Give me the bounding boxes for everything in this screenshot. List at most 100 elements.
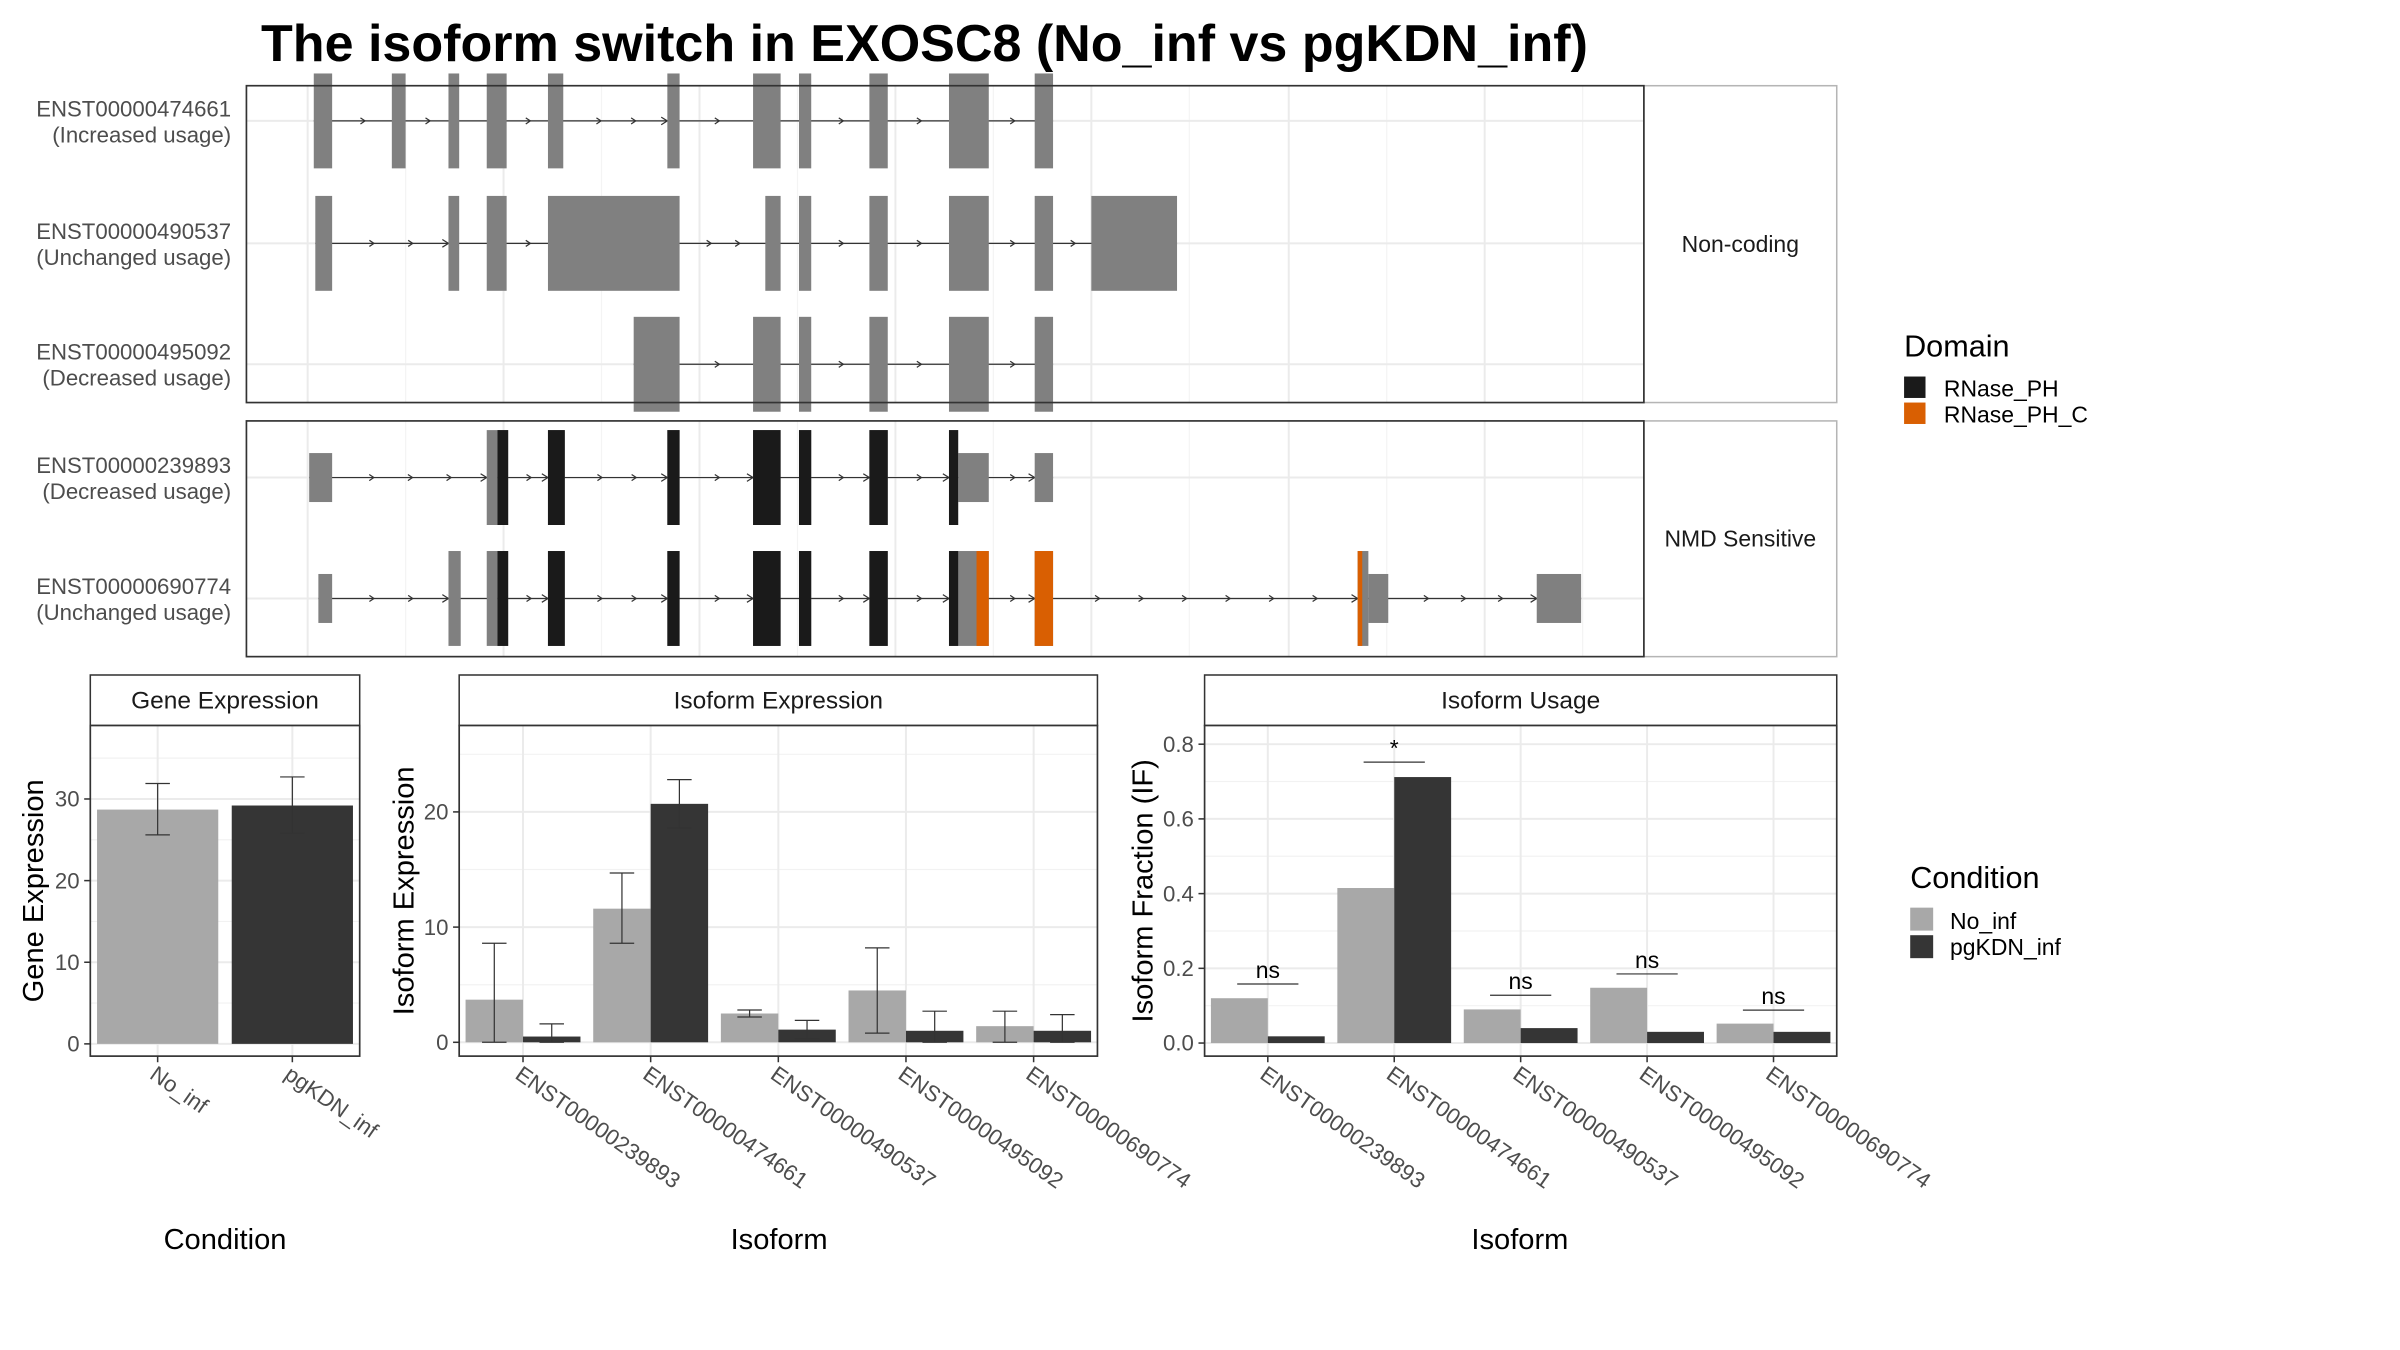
- exon: [486, 551, 498, 646]
- intron-arrow: [369, 594, 376, 603]
- y-tick-label: 30: [55, 787, 80, 812]
- exon: [547, 73, 564, 169]
- exon: [391, 73, 406, 169]
- exon: [798, 316, 812, 412]
- condition-legend-key-pgkdn-inf: [1910, 935, 1934, 959]
- significance-label: ns: [1256, 957, 1280, 983]
- utr-exon: [1034, 453, 1054, 503]
- exon: [313, 73, 333, 169]
- intron-arrow: [525, 239, 532, 247]
- exon: [633, 316, 680, 412]
- exon: [1091, 195, 1178, 291]
- exon: [753, 316, 781, 412]
- bar: [720, 1013, 779, 1043]
- domain-legend-key-rnase-ph: [1904, 376, 1926, 398]
- chart-plot-border: [89, 724, 361, 1057]
- exon: [448, 551, 461, 646]
- intron-arrow: [1138, 594, 1145, 603]
- significance-label: ns: [1509, 968, 1533, 994]
- bar: [650, 803, 709, 1043]
- significance-label: ns: [1761, 983, 1785, 1009]
- intron-arrow: [369, 239, 376, 247]
- x-axis-label: Isoform: [731, 1224, 828, 1256]
- utr-exon: [958, 453, 989, 503]
- intron-arrow: [1070, 239, 1077, 247]
- bar: [1716, 1023, 1774, 1044]
- intron-arrow: [714, 473, 721, 482]
- y-tick-label: 0.2: [1163, 956, 1194, 981]
- domain-legend-label-rnase-ph-c: RNase_PH_C: [1944, 401, 2088, 427]
- x-axis-label: Condition: [164, 1224, 287, 1256]
- x-axis-label: Isoform: [1471, 1224, 1568, 1256]
- exon: [547, 195, 680, 291]
- exon: [798, 73, 812, 169]
- intron-arrow: [596, 117, 603, 125]
- y-tick-label: 0: [67, 1032, 79, 1057]
- intron-arrow: [407, 594, 414, 603]
- intron-arrow: [631, 594, 638, 603]
- transcript-usage-label: (Decreased usage): [42, 479, 231, 504]
- x-tick-label: No_inf: [146, 1061, 214, 1119]
- intron-arrow: [838, 360, 845, 368]
- intron-arrow: [1009, 594, 1016, 603]
- y-axis-label: Isoform Expression: [388, 766, 420, 1015]
- exon: [1034, 195, 1054, 291]
- intron-arrow: [916, 360, 923, 368]
- domain-rnase-ph: [497, 551, 509, 646]
- domain-rnase-ph-c: [1034, 551, 1054, 646]
- transcript-id-label: ENST00000690774: [36, 574, 231, 599]
- transcript-ENST00000690774: ENST00000690774(Unchanged usage): [36, 551, 1582, 646]
- intron-arrow: [526, 594, 533, 603]
- bar: [97, 809, 219, 1044]
- intron-arrow: [1009, 239, 1016, 247]
- utr-exon: [1536, 573, 1582, 623]
- intron-arrow: [1009, 473, 1016, 482]
- bar: [1394, 777, 1452, 1044]
- bar: [231, 805, 353, 1044]
- domain-rnase-ph: [547, 430, 565, 525]
- utr-exon: [1368, 573, 1389, 623]
- intron-arrow: [838, 239, 845, 247]
- y-axis-label: Isoform Fraction (IF): [1128, 759, 1160, 1022]
- exon: [1034, 316, 1054, 412]
- exon: [486, 195, 507, 291]
- transcript-ENST00000490537: ENST00000490537(Unchanged usage): [36, 195, 1178, 291]
- y-tick-label: 0.0: [1163, 1031, 1194, 1056]
- condition-legend-label-no-inf: No_inf: [1950, 908, 2017, 934]
- bar: [1463, 1009, 1521, 1044]
- y-tick-label: 0.6: [1163, 807, 1194, 832]
- figure-title: The isoform switch in EXOSC8 (No_inf vs …: [261, 15, 1588, 73]
- intron-arrow: [838, 117, 845, 125]
- condition-legend-title: Condition: [1910, 861, 2039, 895]
- domain-rnase-ph: [948, 430, 959, 525]
- exon: [869, 195, 888, 291]
- structure-panel-border: [245, 420, 1645, 658]
- chart-strip: [458, 674, 1099, 727]
- intron-arrow: [1460, 594, 1467, 603]
- intron-arrow: [597, 594, 604, 603]
- transcript-usage-label: (Decreased usage): [42, 366, 231, 391]
- domain-legend-label-rnase-ph: RNase_PH: [1944, 375, 2059, 401]
- exon: [869, 316, 888, 412]
- intron-arrow: [714, 594, 721, 603]
- intron-arrow: [425, 117, 432, 125]
- chart-isoform-expression: Isoform Expression01020ENST00000239893EN…: [388, 674, 1196, 1256]
- exon: [1357, 551, 1369, 646]
- exon: [1034, 73, 1054, 169]
- intron-arrow: [368, 473, 375, 482]
- y-tick-label: 10: [424, 915, 449, 940]
- condition-legend-key-no-inf: [1910, 907, 1934, 931]
- y-tick-label: 0.8: [1163, 732, 1194, 757]
- intron-arrow: [916, 594, 923, 603]
- exon: [765, 195, 781, 291]
- structure-strip-label: Non-coding: [1682, 231, 1799, 257]
- intron-arrow: [1009, 360, 1016, 368]
- structure-panel-1: Non-coding ENST00000474661(Increased usag…: [36, 73, 1838, 412]
- intron-arrow: [916, 117, 923, 125]
- domain-rnase-ph-c: [976, 551, 989, 646]
- domain-legend: Domain RNase_PH RNase_PH_C: [1904, 330, 2088, 427]
- bar: [1210, 998, 1268, 1044]
- bar: [1590, 987, 1648, 1044]
- transcript-id-label: ENST00000490537: [36, 219, 231, 244]
